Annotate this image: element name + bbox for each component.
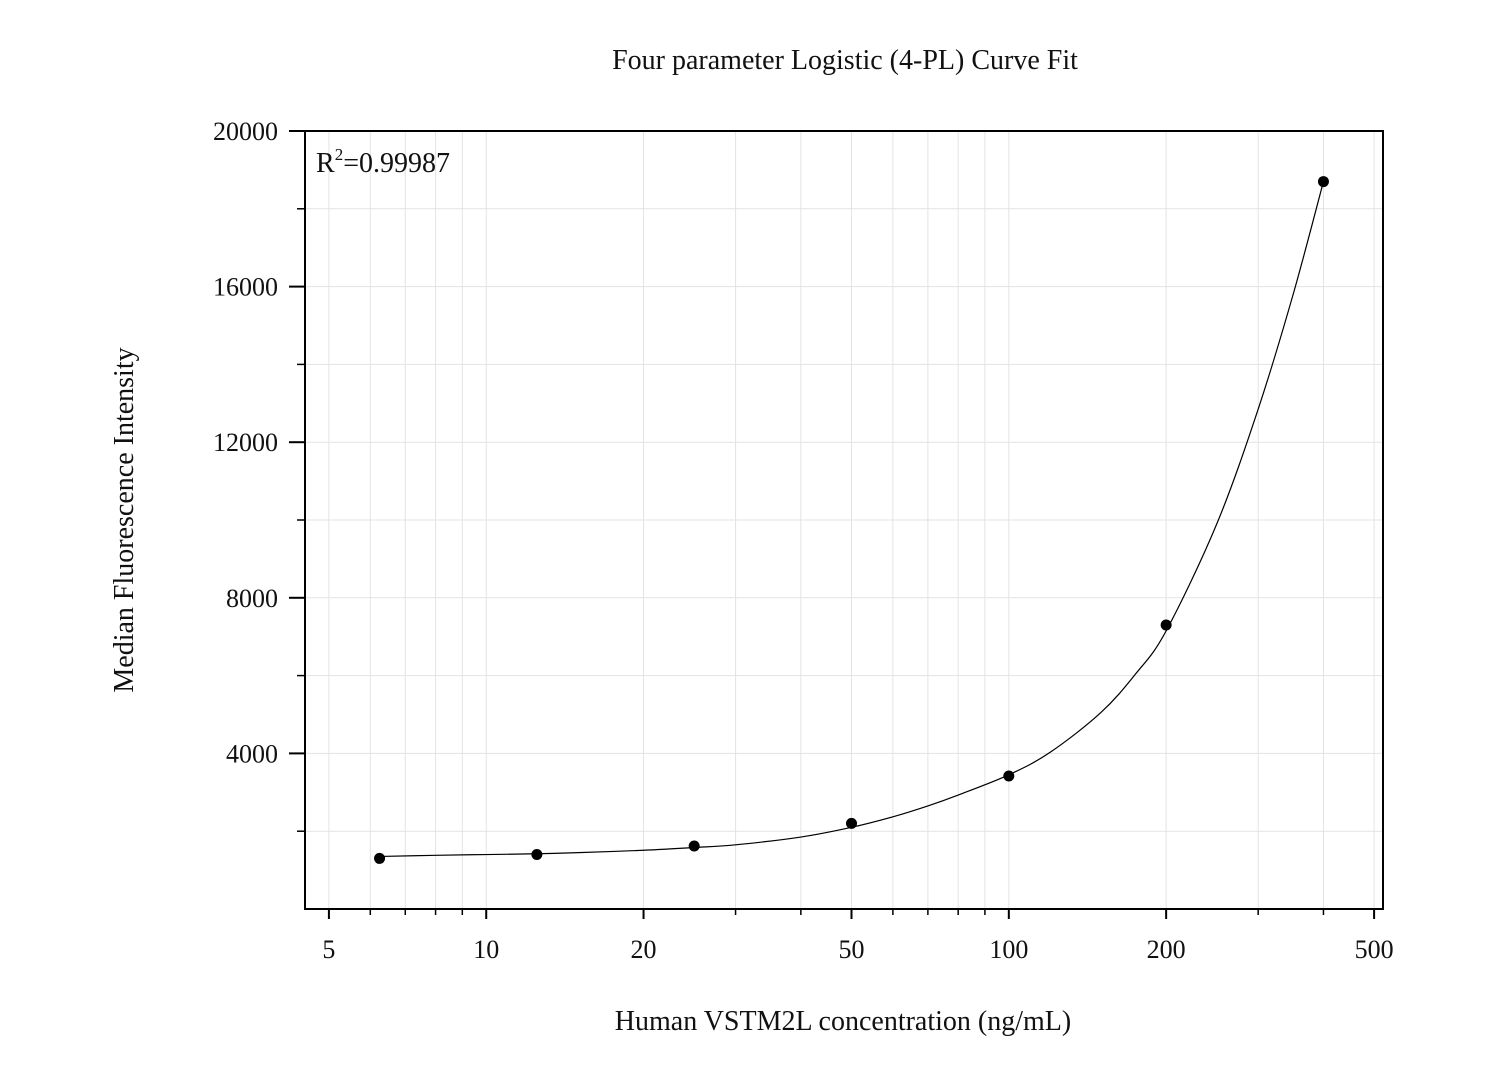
- y-tick-label: 8000: [226, 584, 278, 613]
- r-superscript: 2: [335, 145, 344, 164]
- data-point: [374, 852, 386, 864]
- r-symbol: R: [316, 148, 335, 179]
- x-tick-label: 20: [631, 935, 657, 964]
- fit-curve: [379, 181, 1325, 858]
- data-point: [531, 849, 543, 861]
- tick-labels: 5 10 20 50 100 200 500 4000 8000 12000 16000 20000: [213, 117, 1394, 964]
- y-tick-label: 20000: [213, 117, 278, 146]
- data-points: [374, 176, 1329, 864]
- data-point: [688, 840, 700, 852]
- y-tick-label: 16000: [213, 273, 278, 302]
- y-tick-label: 4000: [226, 739, 278, 768]
- data-point: [1317, 176, 1329, 188]
- data-point: [846, 817, 858, 829]
- y-tick-label: 12000: [213, 428, 278, 457]
- x-axis-title: Human VSTM2L concentration (ng/mL): [615, 1006, 1071, 1037]
- x-tick-label: 10: [473, 935, 499, 964]
- fit-curve-layer: [379, 181, 1325, 858]
- axes: [289, 130, 1384, 919]
- y-axis-title: Median Fluorescence Intensity: [109, 347, 140, 692]
- gridlines: [305, 131, 1383, 909]
- data-point: [1160, 619, 1172, 631]
- r-squared-annotation: R2=0.99987: [316, 145, 450, 179]
- x-tick-label: 5: [322, 935, 335, 964]
- data-point: [1003, 770, 1015, 782]
- x-tick-label: 500: [1355, 935, 1394, 964]
- r-squared-value: =0.99987: [343, 148, 450, 179]
- chart-title: Four parameter Logistic (4-PL) Curve Fit: [612, 45, 1078, 76]
- x-tick-label: 50: [839, 935, 865, 964]
- x-tick-label: 100: [989, 935, 1028, 964]
- x-tick-label: 200: [1147, 935, 1186, 964]
